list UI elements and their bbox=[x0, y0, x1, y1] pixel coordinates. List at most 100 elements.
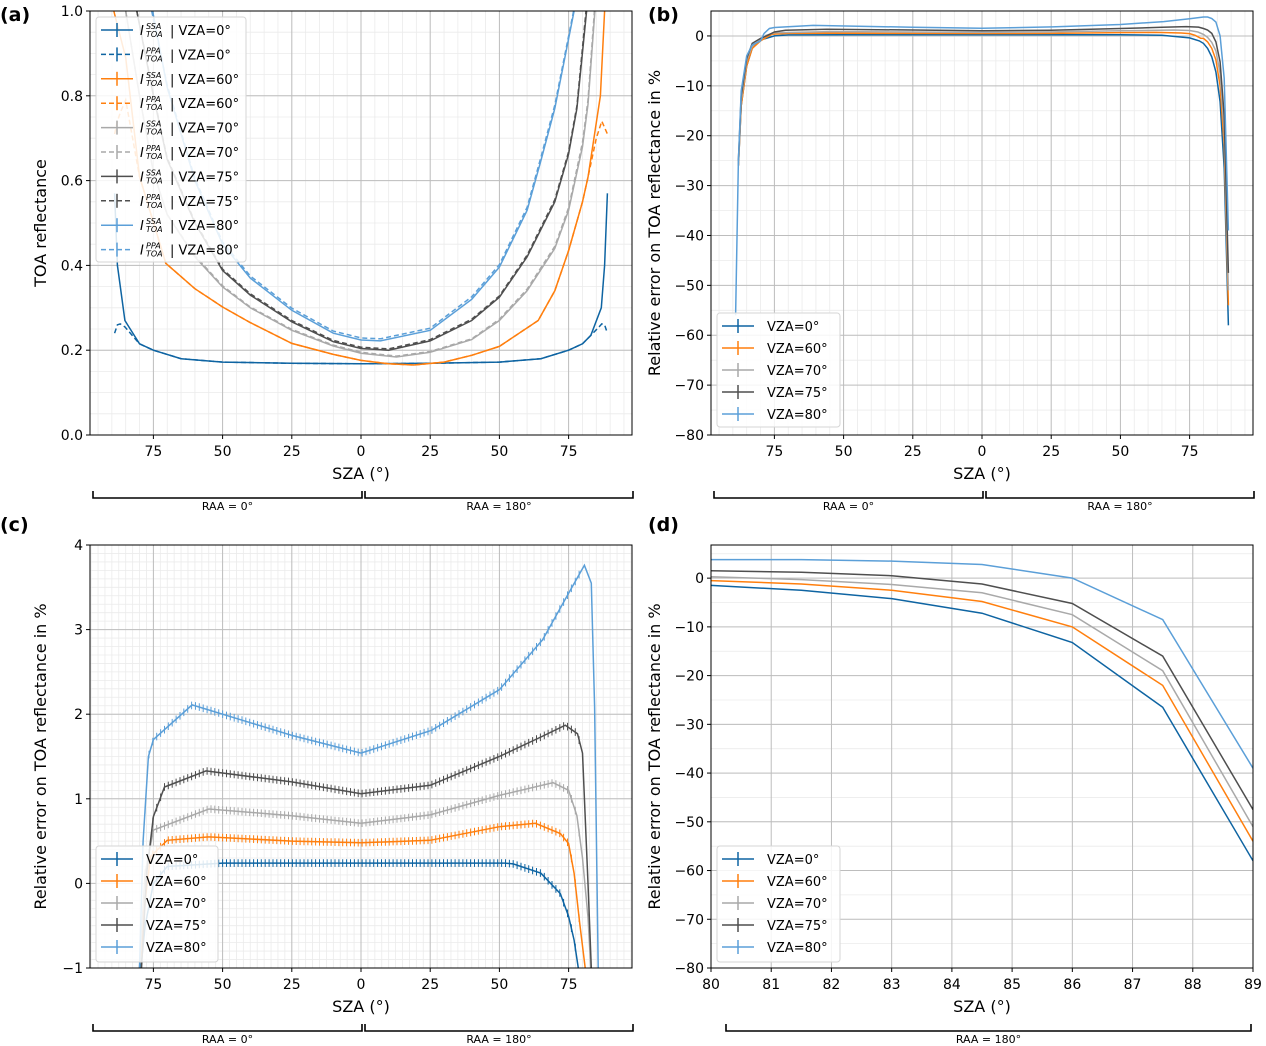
legend-entry: I PPA TOA | VZA=80° bbox=[101, 242, 239, 259]
legend-superscript: SSA bbox=[146, 22, 161, 31]
legend-label: VZA=0° bbox=[767, 320, 819, 335]
legend-label: VZA=0° bbox=[146, 853, 198, 868]
x-tick-label: 25 bbox=[421, 977, 439, 993]
legend-symbol: I bbox=[140, 24, 144, 39]
raa-bracket bbox=[713, 491, 984, 499]
legend-entry: VZA=70° bbox=[722, 363, 828, 379]
legend-entry: I SSA TOA | VZA=0° bbox=[101, 22, 231, 39]
legend-subscript: TOA bbox=[146, 103, 163, 112]
panel-label: (c) bbox=[0, 514, 29, 536]
legend-text: | VZA=70° bbox=[170, 122, 239, 137]
x-tick-label: 50 bbox=[490, 977, 508, 993]
x-axis-label: SZA (°) bbox=[332, 464, 390, 483]
legend-superscript: PPA bbox=[146, 95, 161, 104]
y-tick-label: −40 bbox=[674, 228, 704, 244]
legend-superscript: PPA bbox=[146, 46, 161, 55]
series-line bbox=[711, 558, 1253, 769]
legend-entry: VZA=0° bbox=[101, 852, 198, 868]
legend-label: VZA=60° bbox=[767, 342, 828, 357]
legend-label: VZA=75° bbox=[767, 919, 828, 934]
legend-text: | VZA=75° bbox=[170, 195, 239, 210]
y-tick-label: 2 bbox=[74, 707, 83, 723]
panel-c: 4 3 2 1 0 −1 75 50 25 0 25 50 75 SZA (°) Relative erro… bbox=[0, 514, 634, 1046]
y-tick-label: 0.6 bbox=[61, 174, 83, 190]
legend-box bbox=[716, 845, 841, 963]
y-tick-label: −80 bbox=[674, 961, 704, 977]
legend-box bbox=[95, 845, 219, 963]
legend-entry: VZA=70° bbox=[722, 896, 828, 912]
legend-entry: VZA=60° bbox=[101, 874, 207, 890]
legend-symbol: I bbox=[140, 195, 144, 210]
legend-entry: I PPA TOA | VZA=60° bbox=[101, 95, 239, 112]
x-tick-label: 84 bbox=[943, 977, 961, 993]
legend-superscript: PPA bbox=[146, 144, 161, 153]
legend-text: | VZA=0° bbox=[170, 48, 231, 63]
major-grid bbox=[711, 11, 1253, 436]
x-tick-label: 0 bbox=[978, 444, 987, 460]
legend-subscript: TOA bbox=[146, 201, 163, 210]
legend-symbol: I bbox=[140, 219, 144, 234]
legend: VZA=0° VZA=60° VZA=70° VZA=75° VZA=80° bbox=[95, 845, 219, 963]
x-tick-label: 50 bbox=[214, 444, 232, 460]
legend-label: VZA=60° bbox=[146, 875, 207, 890]
raa-annotation: RAA = 0° bbox=[202, 500, 253, 513]
panel-label: (d) bbox=[648, 514, 679, 536]
y-axis-label: TOA reflectance bbox=[31, 159, 50, 288]
series-errorbars bbox=[144, 570, 580, 814]
y-tick-label: −20 bbox=[674, 669, 704, 685]
x-tick-label: 75 bbox=[144, 444, 162, 460]
legend-symbol: I bbox=[140, 48, 144, 63]
x-axis-label: SZA (°) bbox=[332, 997, 390, 1016]
x-tick-label: 86 bbox=[1063, 977, 1081, 993]
raa-bracket bbox=[92, 491, 363, 499]
x-tick-label: 88 bbox=[1184, 977, 1202, 993]
axes-frame bbox=[89, 544, 633, 969]
legend-label: VZA=75° bbox=[146, 919, 207, 934]
legend-entry: VZA=75° bbox=[722, 918, 828, 934]
series-line bbox=[734, 16, 1230, 316]
legend-label: I PPA TOA | VZA=70° bbox=[140, 144, 239, 161]
legend-entry: I PPA TOA | VZA=75° bbox=[101, 193, 239, 210]
x-tick-label: 25 bbox=[904, 444, 922, 460]
x-tick-label: 75 bbox=[144, 977, 162, 993]
legend-label: VZA=80° bbox=[767, 941, 828, 956]
legend-entry: I SSA TOA | VZA=80° bbox=[101, 217, 239, 234]
series-line bbox=[737, 29, 1230, 291]
axes-frame bbox=[710, 10, 1254, 436]
legend-label: I PPA TOA | VZA=60° bbox=[140, 95, 239, 112]
x-tick-label: 50 bbox=[490, 444, 508, 460]
legend-subscript: TOA bbox=[146, 30, 163, 39]
legend-entry: VZA=75° bbox=[722, 385, 828, 401]
y-tick-label: 0 bbox=[74, 876, 83, 892]
legend-entry: I PPA TOA | VZA=70° bbox=[101, 144, 239, 161]
y-tick-label: −60 bbox=[674, 864, 704, 880]
legend-entry: VZA=80° bbox=[101, 940, 207, 956]
legend-superscript: SSA bbox=[146, 168, 161, 177]
legend-label: I SSA TOA | VZA=60° bbox=[140, 71, 239, 88]
y-tick-label: −70 bbox=[674, 378, 704, 394]
y-tick-label: 0 bbox=[695, 29, 704, 45]
x-tick-label: 50 bbox=[835, 444, 853, 460]
raa-annotation: RAA = 0° bbox=[823, 500, 874, 513]
legend-label: VZA=70° bbox=[146, 897, 207, 912]
raa-annotation: RAA = 180° bbox=[1087, 500, 1152, 513]
x-tick-label: 75 bbox=[1181, 444, 1199, 460]
y-tick-label: 4 bbox=[74, 538, 83, 554]
series-line bbox=[150, 11, 575, 340]
legend-label: I PPA TOA | VZA=80° bbox=[140, 242, 239, 259]
legend-subscript: TOA bbox=[146, 152, 163, 161]
raa-annotation: RAA = 180° bbox=[466, 500, 531, 513]
x-tick-label: 89 bbox=[1244, 977, 1262, 993]
legend-text: | VZA=80° bbox=[170, 219, 239, 234]
legend-text: | VZA=80° bbox=[170, 244, 239, 259]
legend-label: I SSA TOA | VZA=70° bbox=[140, 120, 239, 137]
legend-subscript: TOA bbox=[146, 79, 163, 88]
legend-entry: I PPA TOA | VZA=0° bbox=[101, 46, 231, 63]
legend-label: VZA=80° bbox=[767, 408, 828, 423]
legend-label: VZA=70° bbox=[767, 364, 828, 379]
legend-entry: VZA=60° bbox=[722, 874, 828, 890]
legend-label: VZA=0° bbox=[767, 853, 819, 868]
legend-symbol: I bbox=[140, 97, 144, 112]
